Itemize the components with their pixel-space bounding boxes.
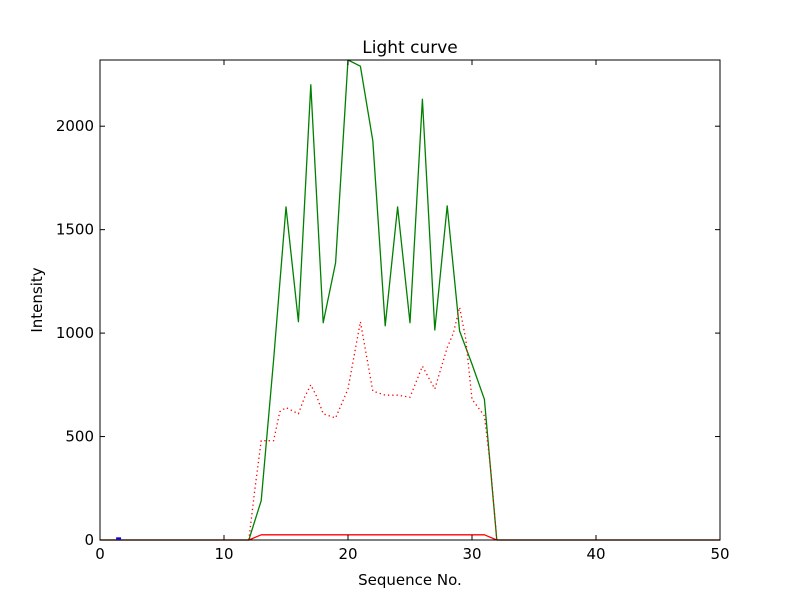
x-tick-label: 10 xyxy=(214,545,233,563)
chart-title: Light curve xyxy=(362,38,457,58)
x-tick-label: 40 xyxy=(586,545,605,563)
series-line-2 xyxy=(248,306,498,541)
y-tick-label: 0 xyxy=(84,531,94,549)
x-tick-label: 0 xyxy=(95,545,105,563)
x-tick-label: 20 xyxy=(338,545,357,563)
x-axis-label: Sequence No. xyxy=(358,571,462,589)
y-tick-label: 500 xyxy=(65,428,94,446)
y-tick-label: 2000 xyxy=(56,117,94,135)
y-tick-label: 1500 xyxy=(56,221,94,239)
plot-frame xyxy=(99,59,721,541)
x-tick-label: 50 xyxy=(710,545,729,563)
x-tick-label: 30 xyxy=(462,545,481,563)
y-tick-label: 1000 xyxy=(56,324,94,342)
y-axis-label: Intensity xyxy=(28,267,46,332)
